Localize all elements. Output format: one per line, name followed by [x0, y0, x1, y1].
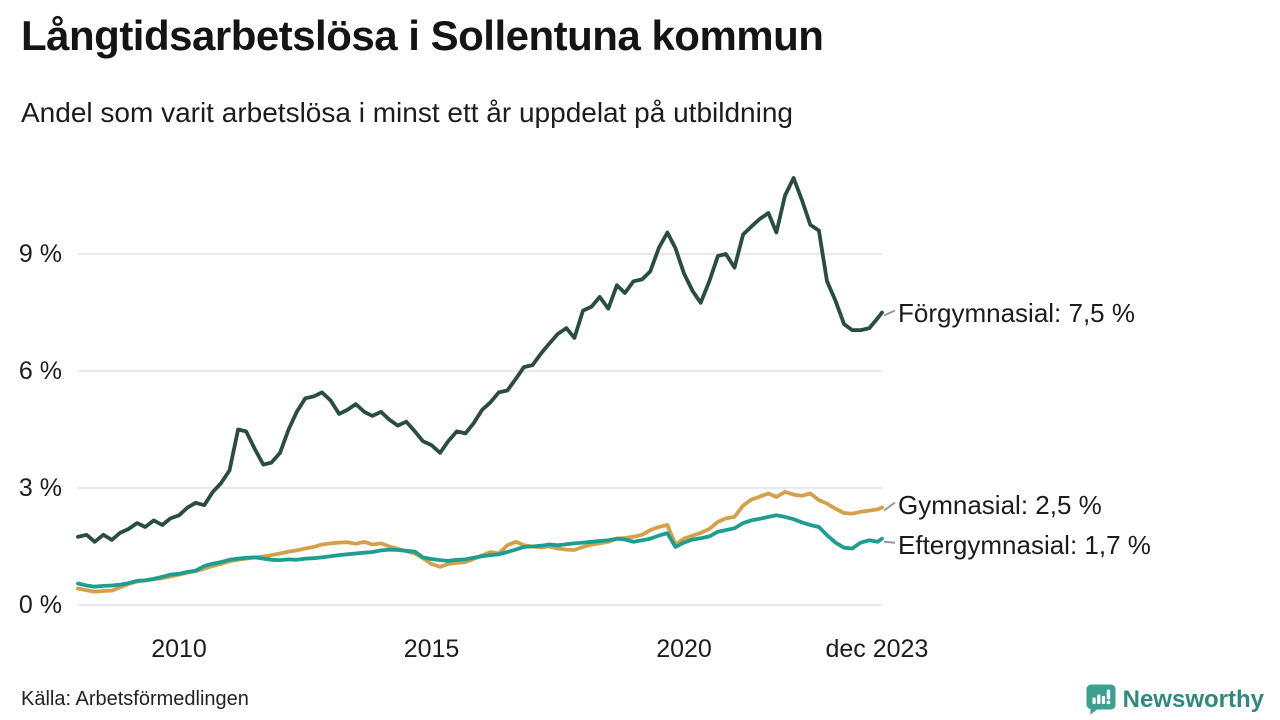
x-tick-label: dec 2023 [825, 635, 929, 663]
label-connector-dash [883, 309, 896, 317]
x-tick-label: 2020 [656, 635, 712, 663]
y-tick-label: 0 % [18, 591, 62, 619]
series-lines [76, 176, 884, 594]
series-end-label-förgymnasial: Förgymnasial: 7,5 % [898, 297, 1135, 328]
newsworthy-wordmark: Newsworthy [1122, 685, 1264, 713]
series-line-förgymnasial [76, 176, 884, 544]
label-connector-dash [883, 540, 896, 544]
source-note: Källa: Arbetsförmedlingen [21, 688, 249, 710]
y-tick-label: 6 % [18, 357, 62, 385]
page-subtitle: Andel som varit arbetslösa i minst ett å… [21, 97, 793, 128]
gridlines [78, 253, 882, 606]
y-tick-label: 9 % [18, 240, 62, 268]
newsworthy-bubble-icon [1086, 684, 1116, 715]
series-line-gymnasial [76, 489, 884, 594]
page-title: Långtidsarbetslösa i Sollentuna kommun [21, 12, 824, 59]
y-tick-label: 3 % [18, 474, 62, 502]
series-end-label-gymnasial: Gymnasial: 2,5 % [898, 489, 1102, 520]
x-tick-label: 2010 [151, 635, 207, 663]
newsworthy-logo[interactable]: Newsworthy [1086, 684, 1264, 715]
series-line-eftergymnasial [76, 513, 884, 589]
series-end-label-eftergymnasial: Eftergymnasial: 1,7 % [898, 529, 1151, 560]
x-tick-label: 2015 [403, 635, 460, 663]
label-connector-dash [883, 501, 896, 512]
label-dashes [883, 309, 896, 544]
